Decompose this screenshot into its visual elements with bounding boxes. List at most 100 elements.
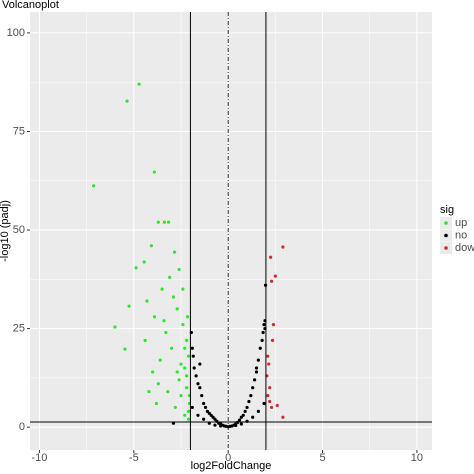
point [251,415,255,419]
legend-marker [444,233,448,238]
point [156,220,160,224]
point [185,315,190,319]
point [166,220,171,224]
point [181,323,185,327]
point [260,338,264,343]
point [145,299,149,303]
x-axis-label: log2FoldChange [191,460,272,472]
point [171,295,176,299]
x-tick-label: 5 [319,452,325,464]
point [186,354,191,358]
point [183,346,187,350]
point [160,287,164,291]
point [137,82,141,86]
point [262,401,266,406]
point [266,354,270,358]
point [127,304,131,308]
point [179,362,183,366]
point [269,279,274,283]
point [185,338,189,343]
point [113,325,117,329]
point [200,393,204,398]
point [172,250,177,254]
legend-marker [444,246,448,250]
point [281,415,285,419]
point [271,323,276,327]
point [252,378,257,382]
point [202,417,206,421]
point [186,417,191,421]
point [251,386,255,390]
point [175,370,179,374]
point [190,405,194,410]
point [190,346,194,350]
point [162,319,166,323]
point [270,338,275,343]
y-tick-label: 25 [13,322,25,334]
point [151,370,155,374]
point [196,382,200,386]
point [125,99,129,103]
x-tick-label: 10 [411,452,423,464]
point [219,424,223,428]
point [143,338,147,343]
y-tick-label: 50 [13,224,25,236]
point [249,393,253,398]
point [275,403,279,408]
point [168,275,172,279]
point [239,422,243,426]
x-tick-label: -10 [31,452,47,464]
point [245,405,249,410]
point [234,423,238,428]
point [254,370,259,374]
point [266,393,270,398]
point [142,260,146,264]
point [256,409,260,413]
point [186,409,191,413]
legend-title: sig [440,204,454,216]
point [134,266,138,270]
point [177,378,181,382]
point [258,346,262,350]
legend-label: no [455,229,467,241]
point [267,362,271,366]
point [192,366,196,370]
point [177,267,181,272]
point [149,244,153,248]
point [173,405,177,410]
point [162,220,166,224]
point [158,358,162,362]
point [181,287,185,291]
point [147,390,151,394]
point [261,330,265,335]
point [169,346,174,350]
point [237,418,242,422]
point [175,307,179,311]
point [183,413,187,417]
y-tick-label: 0 [19,421,25,433]
chart-title: Volcanoplot [2,0,59,11]
y-axis-label: -log10 (padj) [0,200,11,262]
point [123,347,127,351]
point [262,323,266,327]
legend-label: up [455,217,467,229]
point [269,255,273,259]
point [213,423,217,427]
y-tick-label: 100 [7,27,25,39]
point [185,386,189,390]
point [164,330,168,335]
point [152,315,157,319]
point [247,399,251,404]
point [273,274,277,278]
legend-marker [444,221,448,225]
y-tick-label: 75 [13,125,25,137]
point [198,362,202,366]
point [92,184,96,188]
plot-background [30,12,432,450]
point [196,413,200,417]
point [256,358,260,362]
point [191,354,195,358]
legend-label: down [455,242,474,254]
point [185,374,189,378]
point [241,413,245,417]
